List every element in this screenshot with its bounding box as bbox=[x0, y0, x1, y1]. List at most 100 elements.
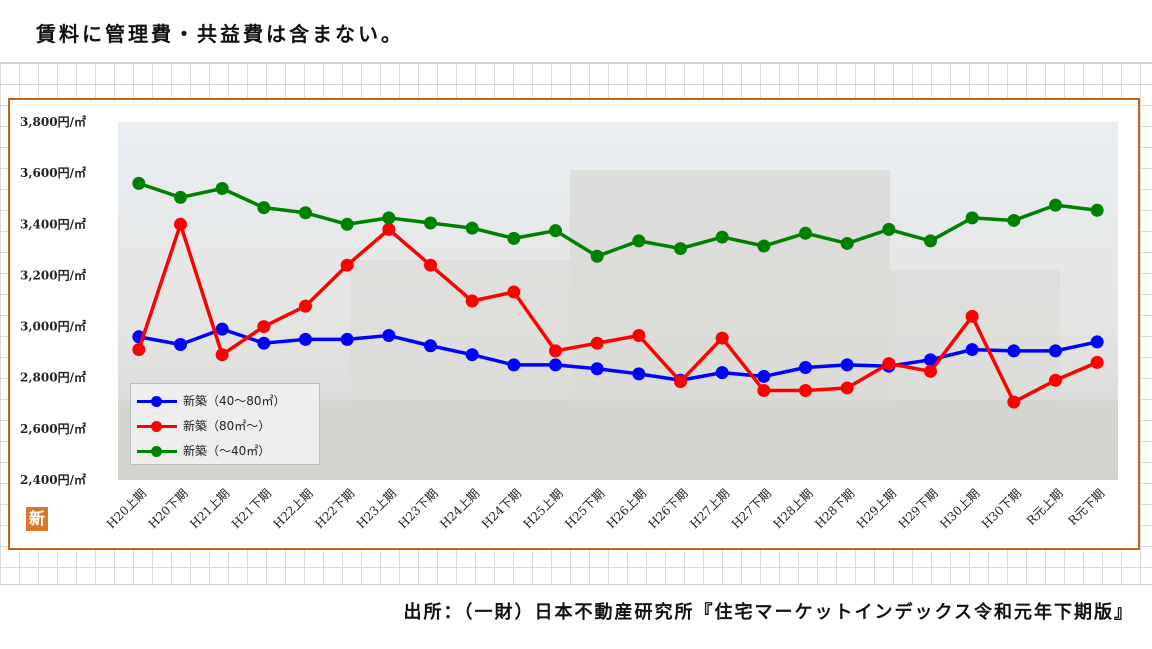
data-point bbox=[465, 294, 479, 308]
new-badge: 新 bbox=[26, 507, 48, 531]
series-line-1 bbox=[137, 222, 1098, 404]
chart-frame: 2,400円/㎡ 2,600円/㎡ 2,800円/㎡ 3,000円/㎡ 3,200円/㎡… bbox=[8, 98, 1140, 550]
data-point bbox=[299, 332, 312, 346]
data-point bbox=[257, 336, 271, 350]
data-point bbox=[674, 375, 687, 389]
legend-swatch-blue bbox=[137, 395, 177, 407]
x-tick-label: H23下期 bbox=[396, 486, 441, 531]
x-tick-label: H20下期 bbox=[146, 486, 191, 531]
data-point bbox=[340, 258, 354, 272]
x-tick-label: R元下期 bbox=[1066, 486, 1108, 528]
data-point bbox=[1049, 373, 1062, 387]
data-point bbox=[1007, 213, 1021, 227]
data-point bbox=[965, 309, 979, 323]
legend-label: 新築（〜40㎡） bbox=[183, 444, 271, 458]
x-tick-label: H27上期 bbox=[687, 486, 732, 531]
data-point bbox=[590, 249, 604, 263]
data-point bbox=[882, 222, 896, 236]
data-point bbox=[549, 224, 562, 238]
data-point bbox=[757, 369, 771, 383]
data-point bbox=[174, 337, 187, 351]
x-tick-label: H26下期 bbox=[646, 486, 691, 531]
y-tick-label: 3,000円/㎡ bbox=[20, 319, 86, 334]
data-point bbox=[507, 358, 521, 372]
data-point bbox=[340, 332, 354, 346]
x-tick-label: H28下期 bbox=[812, 486, 857, 531]
data-point bbox=[840, 381, 854, 395]
data-point bbox=[382, 329, 396, 343]
data-point bbox=[465, 221, 479, 235]
data-point bbox=[257, 320, 271, 334]
data-point bbox=[215, 181, 229, 195]
building-shape bbox=[570, 170, 890, 400]
data-point bbox=[549, 344, 562, 358]
data-point bbox=[424, 258, 437, 272]
data-point bbox=[340, 217, 354, 231]
data-point bbox=[132, 176, 146, 190]
data-point bbox=[632, 329, 646, 343]
legend-label: 新築（40〜80㎡） bbox=[183, 394, 286, 408]
data-point bbox=[1090, 335, 1104, 349]
x-tick-label: H20上期 bbox=[104, 486, 149, 531]
data-point bbox=[299, 299, 312, 313]
x-tick-label: H25上期 bbox=[521, 486, 566, 531]
data-point bbox=[507, 285, 521, 299]
x-tick-label: H22上期 bbox=[271, 486, 316, 531]
data-point bbox=[382, 222, 396, 236]
data-point bbox=[965, 343, 979, 357]
y-tick-label: 2,800円/㎡ bbox=[20, 370, 86, 385]
x-tick-label: H22下期 bbox=[312, 486, 357, 531]
data-point bbox=[174, 190, 187, 204]
x-tick-label: H30下期 bbox=[979, 486, 1024, 531]
data-point bbox=[1007, 344, 1021, 358]
y-tick-label: 3,600円/㎡ bbox=[20, 165, 86, 180]
y-tick-label: 2,400円/㎡ bbox=[20, 472, 86, 487]
x-tick-label: H27下期 bbox=[729, 486, 774, 531]
data-point bbox=[382, 211, 396, 225]
x-tick-label: H26上期 bbox=[604, 486, 649, 531]
data-point bbox=[840, 236, 854, 250]
data-point bbox=[174, 217, 187, 231]
line-chart: 2,400円/㎡ 2,600円/㎡ 2,800円/㎡ 3,000円/㎡ 3,200円/㎡… bbox=[20, 114, 1118, 531]
data-point bbox=[1090, 355, 1104, 369]
legend-item-2: 新築（〜40㎡） bbox=[137, 438, 313, 463]
chart-legend: 新築（40〜80㎡） 新築（80㎡〜） 新築（〜40㎡） bbox=[130, 383, 320, 465]
x-tick-label: H23上期 bbox=[354, 486, 399, 531]
y-tick-label: 3,200円/㎡ bbox=[20, 267, 86, 282]
note-text: 賃料に管理費・共益費は含まない。 bbox=[36, 22, 404, 46]
legend-swatch-red bbox=[137, 420, 177, 432]
building-shape bbox=[890, 270, 1060, 410]
x-tick-label: H28上期 bbox=[771, 486, 816, 531]
data-point bbox=[215, 322, 229, 336]
x-tick-label: H21下期 bbox=[229, 486, 274, 531]
data-point bbox=[590, 336, 604, 350]
x-tick-label: H24下期 bbox=[479, 486, 524, 531]
data-point bbox=[424, 216, 437, 230]
source-text: 出所：（一財）日本不動産研究所『住宅マーケットインデックス令和元年下期版』 bbox=[403, 602, 1134, 623]
data-point bbox=[1007, 395, 1021, 409]
x-tick-label: H21上期 bbox=[187, 486, 232, 531]
footer-band bbox=[0, 584, 1152, 649]
x-tick-label: H24上期 bbox=[437, 486, 482, 531]
data-point bbox=[507, 231, 521, 245]
data-point bbox=[632, 367, 646, 381]
series-line-0 bbox=[138, 327, 1098, 383]
data-point bbox=[715, 331, 729, 345]
data-point bbox=[590, 362, 604, 376]
series-line-2 bbox=[138, 181, 1098, 258]
data-point bbox=[924, 234, 937, 248]
data-point bbox=[757, 384, 771, 397]
y-tick-label: 3,800円/㎡ bbox=[20, 114, 86, 129]
data-point bbox=[1049, 344, 1062, 358]
data-point bbox=[215, 348, 229, 362]
x-tick-label: H30上期 bbox=[937, 486, 982, 531]
data-point bbox=[424, 339, 437, 353]
data-point bbox=[632, 234, 646, 248]
data-point bbox=[132, 343, 146, 357]
data-point bbox=[799, 226, 812, 240]
legend-swatch-green bbox=[137, 445, 177, 457]
x-tick-label: H25下期 bbox=[562, 486, 607, 531]
data-point bbox=[1049, 198, 1062, 212]
data-point bbox=[965, 211, 979, 225]
y-tick-label: 3,400円/㎡ bbox=[20, 216, 86, 231]
